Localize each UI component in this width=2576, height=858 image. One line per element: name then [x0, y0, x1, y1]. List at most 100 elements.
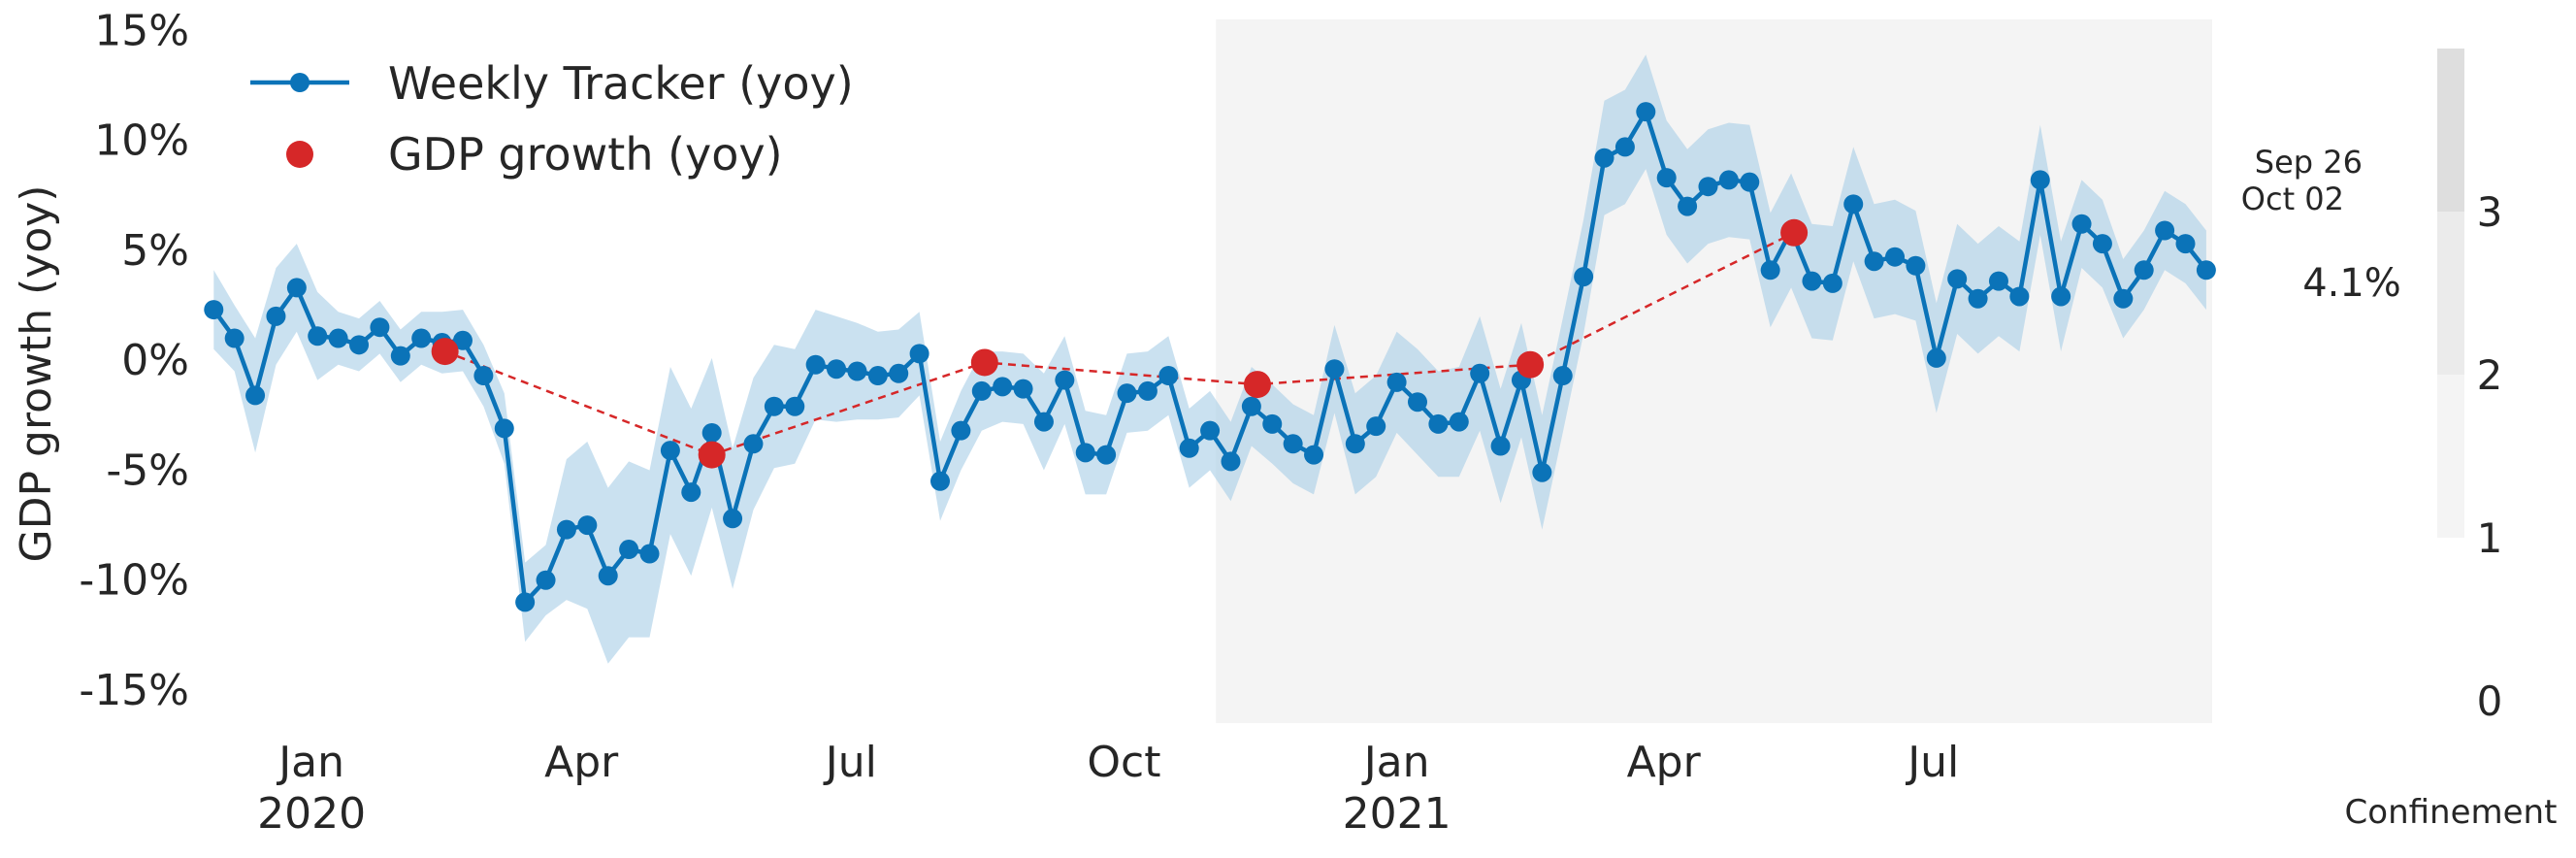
tracker-point	[1179, 438, 1199, 458]
x-tick-label: Jan	[1361, 738, 1430, 787]
annotation-date-line1: Sep 26	[2255, 144, 2363, 181]
tracker-point	[1137, 380, 1158, 401]
tracker-point	[2051, 286, 2071, 307]
x-tick-year-label: 2020	[257, 789, 366, 839]
colorbar-tick-label: 3	[2477, 188, 2503, 236]
weekly-tracker-points	[204, 102, 2216, 612]
colorbar-segment	[2437, 375, 2464, 538]
tracker-point	[1968, 288, 1988, 309]
tracker-point	[743, 434, 764, 454]
tracker-point	[390, 346, 410, 366]
annotation-date-line2: Oct 02	[2241, 181, 2344, 217]
tracker-point	[1241, 396, 1261, 416]
colorbar-segment	[2437, 49, 2464, 212]
tracker-point	[1906, 255, 1926, 276]
tracker-point	[556, 519, 576, 540]
tracker-point	[929, 471, 950, 491]
x-tick-label: Jul	[823, 738, 877, 787]
tracker-point	[1386, 372, 1407, 392]
gdp-growth-dashed-line	[444, 231, 1795, 456]
tracker-point	[308, 326, 328, 346]
tracker-point	[1117, 383, 1137, 404]
tracker-point	[473, 366, 494, 386]
tracker-point	[1304, 445, 1324, 465]
y-axis-label: GDP growth (yoy)	[12, 185, 61, 563]
tracker-point	[889, 363, 909, 383]
tracker-point	[1843, 194, 1864, 214]
tracker-point	[328, 328, 348, 348]
tracker-point	[204, 300, 224, 320]
tracker-point	[1698, 177, 1718, 197]
tracker-point	[1988, 271, 2008, 291]
tracker-point	[1760, 260, 1780, 280]
x-tick-label: Jan	[276, 738, 344, 787]
gdp-point	[970, 348, 998, 377]
colorbar-tick-label: 2	[2477, 351, 2503, 399]
tracker-point	[2175, 234, 2196, 254]
x-tick-year-label: 2021	[1343, 789, 1451, 839]
tracker-point	[1324, 359, 1345, 380]
gdp-point	[1516, 350, 1545, 379]
tracker-point	[1594, 148, 1614, 168]
tracker-point	[1656, 168, 1677, 188]
gdp-point	[1243, 371, 1271, 399]
colorbar-title: Confinement	[2345, 793, 2558, 832]
tracker-point	[2196, 260, 2216, 280]
tracker-point	[867, 366, 888, 386]
tracker-point	[1428, 413, 1449, 434]
tracker-point	[1013, 379, 1033, 399]
y-tick-label: 15%	[94, 6, 189, 55]
tracker-point	[1636, 102, 1656, 122]
tracker-point	[993, 377, 1013, 397]
tracker-point	[701, 422, 722, 443]
x-tick-label: Jul	[1905, 738, 1959, 787]
tracker-point	[1490, 436, 1511, 456]
legend: Weekly Tracker (yoy) GDP growth (yoy)	[250, 57, 854, 181]
tracker-point	[681, 482, 701, 503]
tracker-point	[2155, 220, 2175, 241]
tracker-point	[1408, 392, 1428, 412]
tracker-point	[805, 354, 826, 375]
y-tick-label: 0%	[121, 336, 189, 385]
confinement-shading	[1216, 19, 2212, 723]
tracker-point	[971, 380, 992, 401]
y-tick-label: -15%	[79, 666, 189, 715]
tracker-point	[598, 566, 618, 586]
tracker-point	[1718, 170, 1739, 190]
tracker-point	[2009, 286, 2030, 307]
gdp-point	[431, 338, 459, 366]
gdp-point	[698, 441, 726, 469]
tracker-point	[723, 509, 743, 529]
tracker-point	[266, 306, 286, 326]
tracker-point	[1532, 462, 1552, 482]
tracker-point	[1221, 451, 1241, 472]
tracker-point	[1075, 443, 1095, 463]
tracker-point	[1574, 267, 1594, 287]
tracker-point	[411, 328, 432, 348]
tracker-point	[2071, 214, 2092, 234]
tracker-point	[1449, 412, 1469, 432]
y-tick-label: -10%	[79, 556, 189, 606]
y-tick-label: -5%	[106, 446, 189, 495]
tracker-point	[1885, 247, 1906, 267]
tracker-point	[1864, 251, 1884, 272]
legend-label-gdp: GDP growth (yoy)	[388, 128, 783, 181]
tracker-point	[577, 515, 598, 536]
tracker-point	[764, 396, 784, 416]
x-tick-label: Apr	[544, 738, 619, 787]
tracker-point	[1552, 366, 1573, 386]
tracker-point	[515, 592, 536, 612]
tracker-point	[1947, 269, 1968, 289]
tracker-point	[1802, 271, 1822, 291]
tracker-point	[1614, 137, 1635, 157]
y-axis-ticks: -15% -10% -5% 0% 5% 10% 15%	[79, 6, 189, 715]
x-tick-label: Apr	[1627, 738, 1702, 787]
legend-label-tracker: Weekly Tracker (yoy)	[388, 57, 854, 110]
tracker-point	[1470, 363, 1490, 383]
tracker-point	[1822, 273, 1842, 293]
tracker-point	[785, 396, 805, 416]
tracker-point	[660, 441, 680, 461]
tracker-point	[1345, 434, 1365, 454]
legend-tracker-dot-icon	[290, 73, 310, 92]
